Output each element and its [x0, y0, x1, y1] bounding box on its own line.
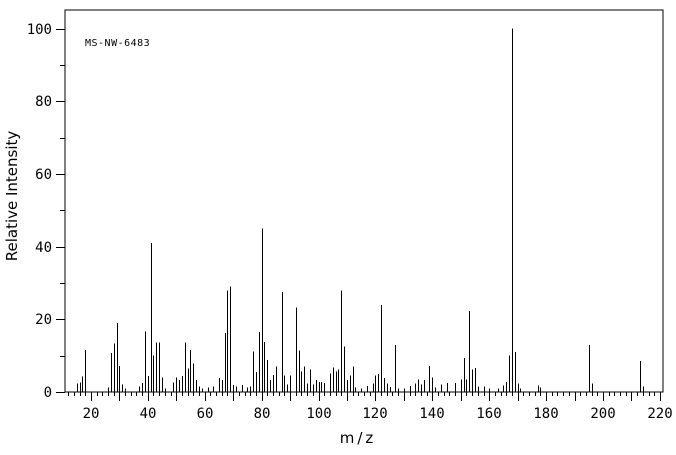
y-tick-label: 20: [35, 312, 52, 328]
spectrum-id-label: MS-NW-6483: [85, 38, 150, 49]
y-tick-label: 80: [35, 94, 52, 110]
y-tick-label: 40: [35, 240, 52, 256]
x-tick-label: 140: [419, 406, 444, 422]
x-tick-label: 80: [254, 406, 271, 422]
y-axis-title: Relative Intensity: [3, 131, 21, 262]
y-tick-label: 100: [27, 22, 52, 38]
x-tick-label: 220: [647, 406, 672, 422]
y-tick-label: 60: [35, 167, 52, 183]
x-tick-label: 200: [590, 406, 615, 422]
x-axis-title: m/z: [340, 429, 377, 447]
x-tick-label: 60: [197, 406, 214, 422]
x-tick-label: 160: [476, 406, 501, 422]
y-tick-label: 0: [44, 385, 52, 401]
x-tick-label: 20: [83, 406, 100, 422]
x-tick-label: 40: [140, 406, 157, 422]
x-tick-label: 100: [306, 406, 331, 422]
x-tick-label: 120: [362, 406, 387, 422]
x-tick-label: 180: [533, 406, 558, 422]
